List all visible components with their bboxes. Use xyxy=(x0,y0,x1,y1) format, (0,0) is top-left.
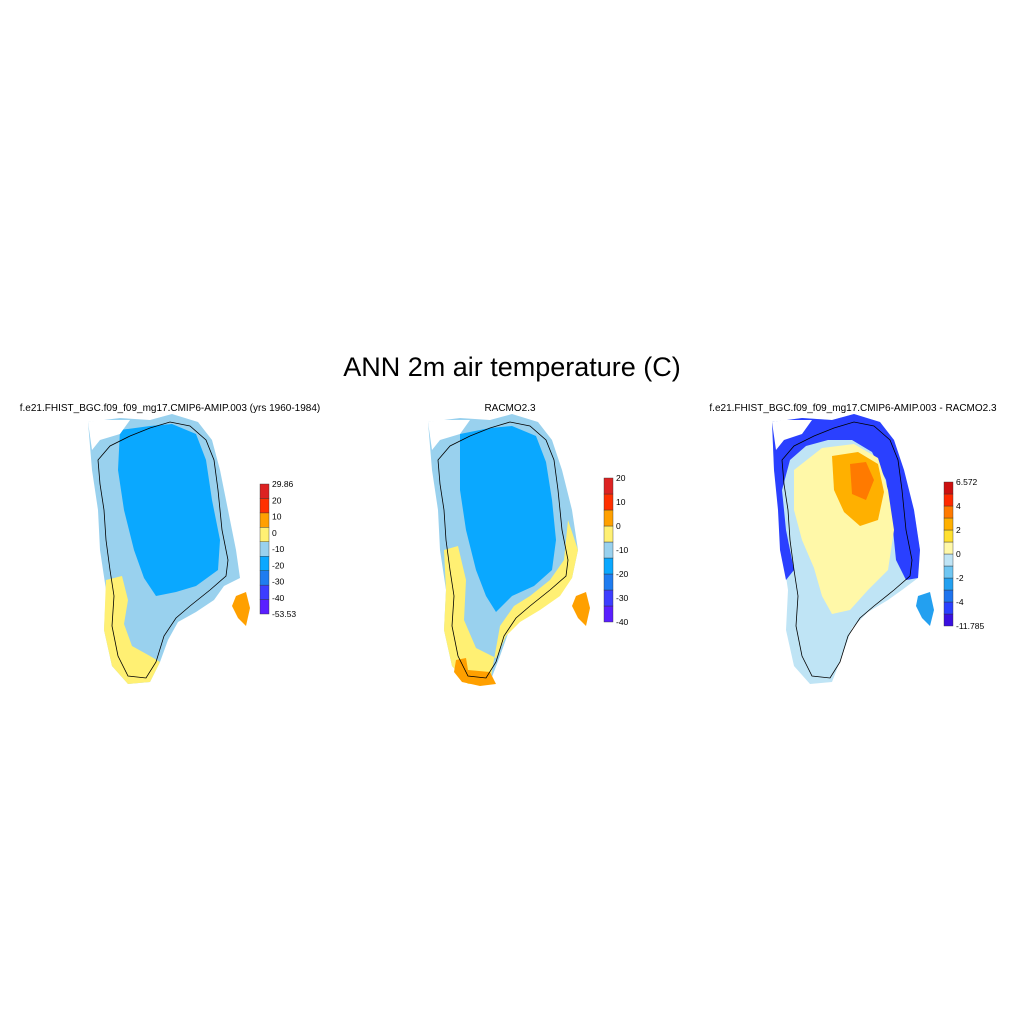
colorbar-label: -2 xyxy=(956,573,964,583)
colorbar-box xyxy=(603,493,614,511)
panel-model: f.e21.FHIST_BGC.f09_f09_mg17.CMIP6-AMIP.… xyxy=(0,400,340,700)
south-warm-patches xyxy=(454,658,496,686)
colorbar-box xyxy=(943,613,954,627)
outlier-warm-patch xyxy=(232,592,250,626)
colorbar-label: 29.86 xyxy=(272,479,294,489)
colorbar-box xyxy=(603,557,614,575)
ice-sheet-map xyxy=(88,414,250,684)
colorbar-obs: -40 -30 -20 -10 0 10 20 xyxy=(603,473,629,627)
colorbar-box xyxy=(259,541,270,557)
colorbar-box xyxy=(943,541,954,555)
coastal-warm-band xyxy=(104,576,160,684)
coastline xyxy=(781,421,913,679)
colorbar-box xyxy=(943,493,954,507)
coastline xyxy=(437,421,569,679)
colorbar-label: 0 xyxy=(956,549,961,559)
colorbar-label: -30 xyxy=(272,577,285,587)
colorbar-model: -53.53 -40 -30 -20 -10 0 10 20 29.86 xyxy=(259,479,296,619)
interior-cold-region xyxy=(118,424,220,596)
panel-obs-title: RACMO2.3 xyxy=(484,403,536,414)
colorbar-box xyxy=(603,525,614,543)
colorbar-box xyxy=(943,589,954,603)
colorbar-label: 4 xyxy=(956,501,961,511)
colorbar-box xyxy=(259,498,270,514)
warm-bias-hotspot xyxy=(850,462,874,500)
panel-model-title: f.e21.FHIST_BGC.f09_f09_mg17.CMIP6-AMIP.… xyxy=(19,403,321,414)
outlier-warm-patch xyxy=(572,592,590,626)
colorbar-label: -30 xyxy=(616,593,629,603)
colorbar-label: 0 xyxy=(616,521,621,531)
colorbar-label: 10 xyxy=(272,512,282,522)
colorbar-label: -10 xyxy=(272,544,285,554)
colorbar-label: -20 xyxy=(272,560,285,570)
colorbar-box xyxy=(259,512,270,528)
colorbar-box xyxy=(603,477,614,495)
colorbar-label: -11.785 xyxy=(956,621,984,631)
colorbar-label: -40 xyxy=(616,617,629,627)
colorbar-box xyxy=(259,570,270,586)
colorbar-box xyxy=(603,573,614,591)
sea-notch xyxy=(772,420,812,450)
colorbar-diff: -11.785 -4 -2 0 2 4 6.572 xyxy=(943,477,984,631)
ice-sheet-map xyxy=(428,414,590,686)
colorbar-box xyxy=(259,483,270,499)
coastline xyxy=(97,421,229,679)
sea-notch xyxy=(428,420,470,450)
figure-title: ANN 2m air temperature (C) xyxy=(343,352,681,382)
colorbar-box xyxy=(943,577,954,591)
colorbar-label: -10 xyxy=(616,545,629,555)
panel-obs: RACMO2.3 -40 -30 -20 -10 0 10 20 xyxy=(340,400,680,700)
colorbar-box xyxy=(603,509,614,527)
panel-diff-title: f.e21.FHIST_BGC.f09_f09_mg17.CMIP6-AMIP.… xyxy=(709,403,997,414)
colorbar-box xyxy=(943,529,954,543)
panel-model-map: -53.53 -40 -30 -20 -10 0 10 20 29.86 xyxy=(88,414,296,684)
colorbar-label: -40 xyxy=(272,593,285,603)
colorbar-box xyxy=(603,589,614,607)
colorbar-box xyxy=(259,599,270,615)
colorbar-label: -20 xyxy=(616,569,629,579)
colorbar-label: 10 xyxy=(616,497,626,507)
colorbar-box xyxy=(603,605,614,623)
colorbar-label: 2 xyxy=(956,525,961,535)
colorbar-box xyxy=(943,517,954,531)
colorbar-label: -53.53 xyxy=(272,609,296,619)
colorbar-box xyxy=(943,553,954,567)
colorbar-box xyxy=(943,565,954,579)
panel-diff: f.e21.FHIST_BGC.f09_f09_mg17.CMIP6-AMIP.… xyxy=(682,400,1024,700)
colorbar-box xyxy=(943,601,954,615)
colorbar-box xyxy=(259,556,270,571)
colorbar-label: -4 xyxy=(956,597,964,607)
colorbar-label: 6.572 xyxy=(956,477,978,487)
colorbar-label: 20 xyxy=(616,473,626,483)
interior-cold-region xyxy=(460,426,556,612)
colorbar-box xyxy=(259,584,270,600)
outlier-patch xyxy=(916,592,934,626)
colorbar-box xyxy=(943,505,954,519)
colorbar-box xyxy=(259,527,270,542)
sea-notch xyxy=(88,420,130,450)
colorbar-label: 20 xyxy=(272,495,282,505)
colorbar-box xyxy=(603,541,614,559)
colorbar-box xyxy=(943,481,954,495)
panel-diff-map: -11.785 -4 -2 0 2 4 6.572 xyxy=(772,414,984,684)
cold-bias-rim xyxy=(772,414,920,580)
colorbar-label: 0 xyxy=(272,528,277,538)
ice-sheet-map xyxy=(772,414,934,684)
panel-obs-map: -40 -30 -20 -10 0 10 20 xyxy=(428,414,629,686)
